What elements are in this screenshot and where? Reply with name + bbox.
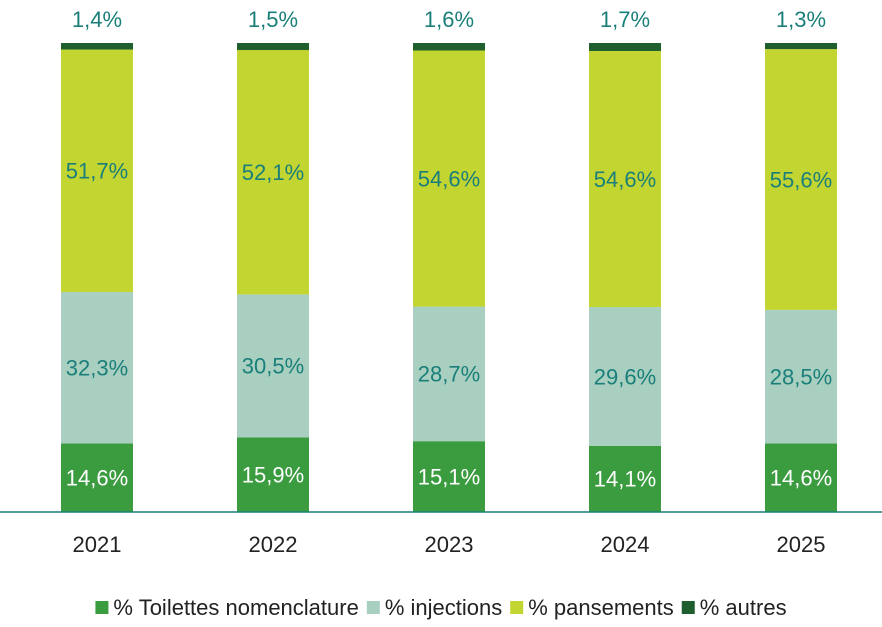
data-label: 1,5% (248, 7, 298, 32)
data-label: 30,5% (242, 354, 304, 379)
bar-segment (61, 292, 133, 444)
bar-segment (237, 50, 309, 295)
bar-segment (413, 50, 485, 307)
data-label: 14,6% (770, 466, 832, 491)
data-label: 55,6% (770, 167, 832, 192)
data-label: 54,6% (594, 167, 656, 192)
bar-segment (765, 49, 837, 310)
legend-swatch (366, 601, 380, 614)
bar-segment (237, 437, 309, 512)
x-tick-label: 2024 (601, 532, 650, 557)
bar-segment (413, 43, 485, 51)
data-label: 54,6% (418, 166, 480, 191)
x-tick-label: 2022 (249, 532, 298, 557)
bar-segment (237, 294, 309, 438)
data-label: 28,7% (418, 362, 480, 387)
data-label: 15,1% (418, 464, 480, 489)
bar-segment (765, 309, 837, 444)
legend-label: % Toilettes nomenclature (113, 595, 358, 620)
bar-segment (589, 445, 661, 512)
data-label: 51,7% (66, 159, 128, 184)
bar-segment (589, 307, 661, 446)
legend-label: % autres (700, 595, 787, 620)
bar-segment (413, 441, 485, 512)
bar-segment (589, 43, 661, 51)
legend-label: % pansements (528, 595, 674, 620)
bar-segment (589, 50, 661, 308)
legend-swatch (681, 601, 695, 614)
legend-swatch (510, 601, 524, 614)
data-label: 1,7% (600, 7, 650, 32)
data-label: 29,6% (594, 364, 656, 389)
data-label: 1,6% (424, 7, 474, 32)
data-label: 1,4% (72, 7, 122, 32)
bar-segment (765, 43, 837, 50)
legend-label: % injections (385, 595, 502, 620)
bar-segment (413, 306, 485, 442)
x-tick-label: 2025 (777, 532, 826, 557)
bar-segment (61, 49, 133, 293)
data-label: 15,9% (242, 463, 304, 488)
data-label: 52,1% (242, 160, 304, 185)
bar-segment (61, 443, 133, 512)
x-tick-label: 2021 (73, 532, 122, 557)
data-label: 14,1% (594, 467, 656, 492)
data-label: 28,5% (770, 365, 832, 390)
legend-swatch (95, 601, 109, 614)
bar-segment (237, 43, 309, 51)
bar-segment (765, 443, 837, 512)
x-tick-label: 2023 (425, 532, 474, 557)
bar-segment (61, 43, 133, 50)
data-label: 14,6% (66, 466, 128, 491)
data-label: 1,3% (776, 7, 826, 32)
data-label: 32,3% (66, 356, 128, 381)
